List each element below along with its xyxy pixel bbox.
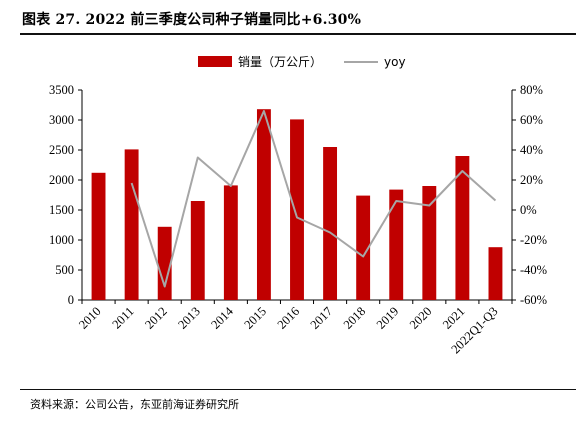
- right-tick-label: -20%: [520, 233, 547, 247]
- legend-bar-swatch: [198, 56, 232, 67]
- left-tick-label: 1000: [49, 233, 74, 247]
- x-tick-label: 2012: [142, 304, 170, 332]
- left-tick-label: 2500: [49, 143, 74, 157]
- title-rule: [20, 33, 576, 35]
- source-rule: [20, 389, 576, 390]
- bar: [356, 195, 371, 300]
- legend: 销量（万公斤） yoy: [198, 55, 406, 69]
- bar: [290, 119, 304, 301]
- bar: [422, 186, 437, 300]
- x-tick-label: 2018: [341, 304, 369, 332]
- legend-bar-label: 销量（万公斤）: [238, 55, 322, 69]
- bar: [190, 201, 205, 300]
- x-tick-label: 2014: [208, 304, 236, 332]
- yoy-series: [130, 110, 497, 288]
- x-tick-label: 2016: [275, 304, 303, 332]
- right-tick-label: 40%: [520, 143, 543, 157]
- left-tick-label: 3500: [49, 83, 74, 97]
- x-tick-label: 2019: [374, 304, 402, 332]
- x-tick-label: 2013: [175, 304, 203, 332]
- right-tick-label: 80%: [520, 83, 543, 97]
- chart-title: 图表 27. 2022 前三季度公司种子销量同比+6.30%: [22, 12, 362, 28]
- x-tick-label: 2020: [407, 304, 435, 332]
- bar: [124, 149, 139, 300]
- axes: 0 500 1000 1500 2000 2500 3000 3500 -60% -40% -20%…: [49, 83, 547, 356]
- right-tick-label: -60%: [520, 293, 547, 307]
- left-tick-label: 500: [55, 263, 74, 277]
- legend-line-label: yoy: [384, 55, 406, 69]
- x-tick-label: 2010: [76, 304, 104, 332]
- bar: [323, 147, 338, 300]
- right-tick-label: 0%: [520, 203, 537, 217]
- x-tick-label: 2021: [440, 304, 468, 332]
- x-tick-label: 2015: [241, 304, 269, 332]
- source-note: 资料来源：公司公告，东亚前海证券研究所: [30, 398, 239, 411]
- right-tick-label: -40%: [520, 263, 547, 277]
- bar: [223, 185, 238, 300]
- left-tick-label: 3000: [49, 113, 74, 127]
- bar: [389, 189, 404, 300]
- bar: [91, 172, 106, 300]
- left-tick-label: 1500: [49, 203, 74, 217]
- left-tick-label: 2000: [49, 173, 74, 187]
- bar: [256, 109, 271, 300]
- bar: [157, 226, 172, 300]
- right-tick-label: 20%: [520, 173, 543, 187]
- bar: [455, 156, 470, 300]
- x-tick-label: 2011: [109, 304, 136, 331]
- yoy-line: [130, 110, 497, 288]
- bar-series: [91, 109, 503, 301]
- x-tick-label: 2017: [308, 304, 336, 332]
- bar: [488, 247, 503, 300]
- right-tick-label: 60%: [520, 113, 543, 127]
- left-tick-label: 0: [68, 293, 74, 307]
